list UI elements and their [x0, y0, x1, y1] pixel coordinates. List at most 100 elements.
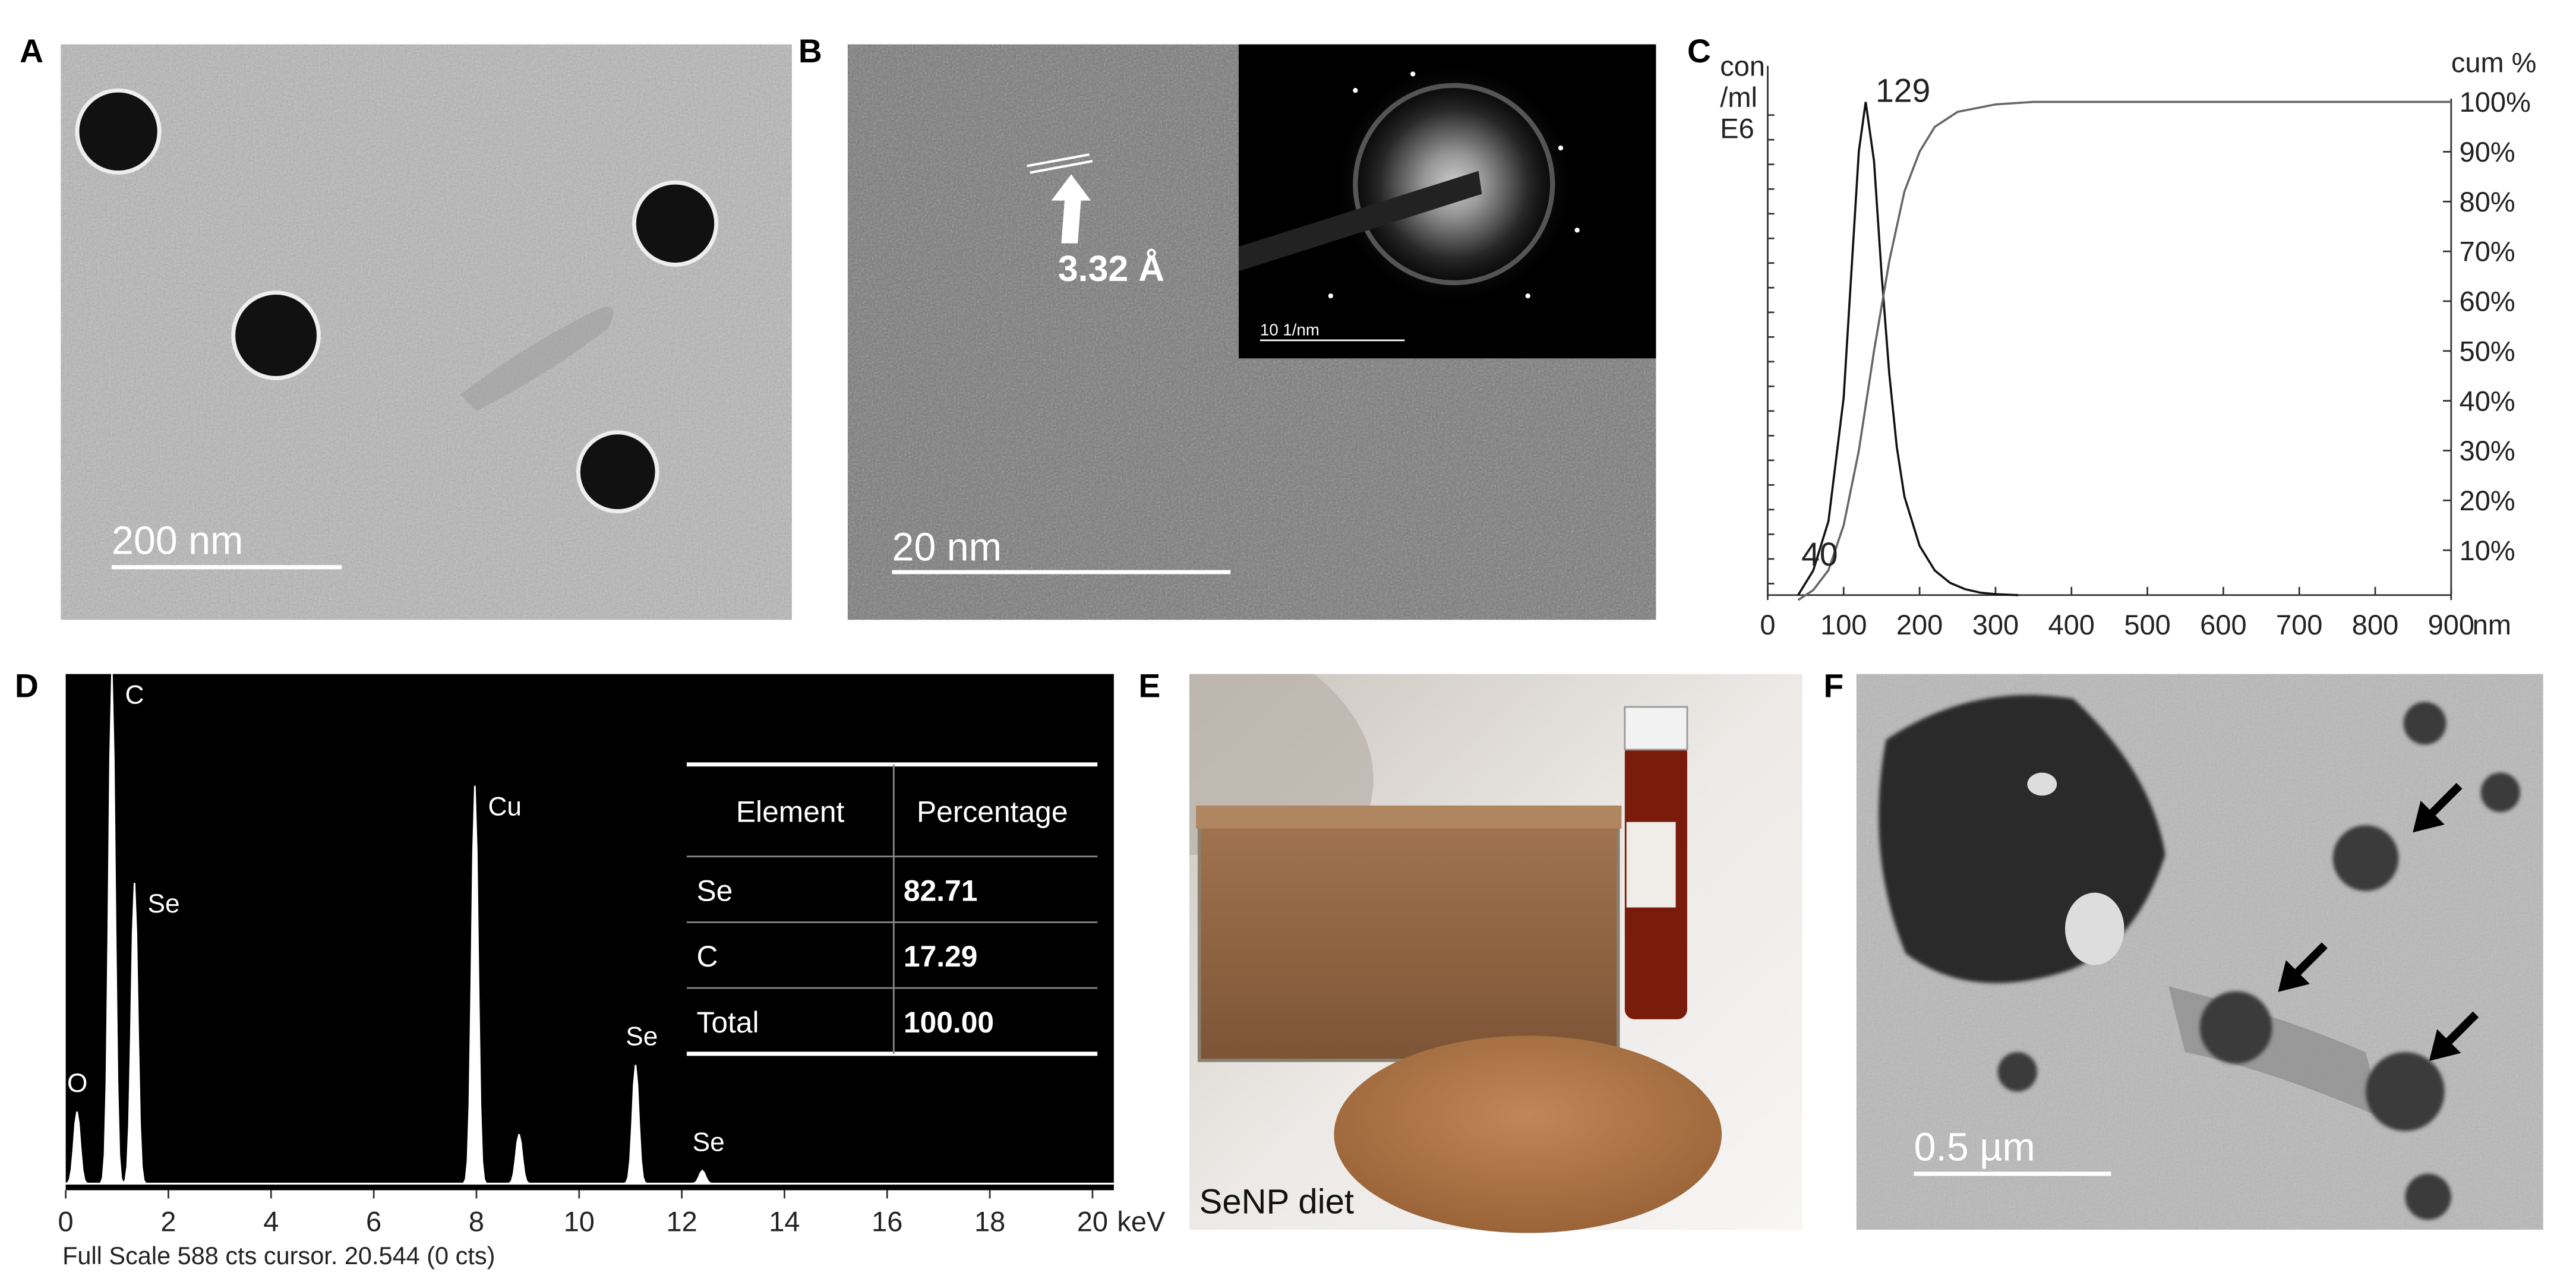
x-tick-label: 8	[469, 1206, 484, 1237]
powder-pile	[1334, 1035, 1722, 1233]
y-axis-label: con	[1720, 50, 1765, 81]
table-cell: 82.71	[904, 874, 978, 907]
debris	[460, 307, 614, 411]
peak-label: Cu	[488, 792, 522, 822]
powder-top	[1196, 806, 1622, 829]
peak	[99, 674, 125, 1184]
data-line	[1797, 102, 2019, 596]
x-tick-label: 0	[58, 1206, 74, 1237]
table-cell: 100.00	[904, 1006, 994, 1039]
peak-label: O	[67, 1069, 87, 1098]
panel-letter: E	[1138, 667, 1160, 704]
y2-tick-label: 30%	[2460, 435, 2515, 466]
panel-a: 200 nm A	[20, 33, 792, 620]
y2-tick-label: 90%	[2460, 136, 2515, 168]
peak	[507, 1134, 531, 1185]
scale-label: 200 nm	[112, 519, 243, 563]
ring	[1353, 83, 1555, 286]
panel-letter: C	[1687, 33, 1711, 70]
peak-label: C	[125, 680, 144, 709]
nanoparticles	[1997, 702, 2520, 1220]
y2-tick-label: 50%	[2460, 335, 2515, 367]
panel-letter: B	[798, 33, 822, 70]
annotation: 129	[1876, 72, 1930, 109]
peak	[462, 785, 488, 1184]
x-tick-label: 700	[2276, 609, 2322, 640]
x-axis-label: keV	[1117, 1206, 1166, 1237]
x-tick-label: 800	[2352, 609, 2398, 640]
beam-stop	[1239, 170, 1482, 271]
vesicle	[2027, 772, 2057, 796]
inset-scale-label: 10 1/nm	[1260, 321, 1319, 339]
noise	[61, 44, 792, 620]
scale-label: 20 nm	[892, 526, 1002, 570]
annotation: 40	[1801, 536, 1838, 573]
x-tick-label: 200	[1896, 609, 1943, 640]
vesicle	[2064, 892, 2124, 965]
footer: Full Scale 588 cts cursor. 20.544 (0 cts…	[62, 1242, 495, 1269]
x-tick-label: 0	[1760, 609, 1775, 640]
x-tick-label: 400	[2048, 609, 2095, 640]
x-tick-label: 500	[2124, 609, 2170, 640]
peak	[621, 1065, 650, 1185]
y2-tick-label: 70%	[2460, 236, 2515, 267]
spots	[1328, 71, 1580, 299]
caption: SeNP diet	[1199, 1182, 1354, 1221]
x-tick-label: 100	[1820, 609, 1867, 640]
panel-letter: A	[20, 33, 43, 70]
x-tick-label: 900	[2428, 609, 2474, 640]
x-tick-label: 600	[2200, 609, 2246, 640]
panel-letter: D	[15, 667, 39, 704]
panel-b: 10 1/nm 3.32 Å 20 nm B	[798, 33, 1656, 620]
table-cell: Total	[696, 1006, 759, 1039]
y2-tick-label: 80%	[2460, 186, 2515, 217]
x-tick-label: 20	[1077, 1206, 1108, 1237]
bottle-label	[1626, 822, 1676, 908]
table-cell: C	[696, 940, 718, 973]
y-axis-label: /ml	[1720, 81, 1757, 113]
data-line	[1797, 100, 2451, 601]
table-header: Percentage	[917, 795, 1068, 829]
panel-f: 0.5 µm F	[1823, 667, 2543, 1230]
x-tick-label: 14	[769, 1206, 800, 1237]
y2-tick-label: 40%	[2460, 385, 2515, 416]
arrow	[1051, 174, 1091, 244]
arrows	[2278, 782, 2479, 1061]
y2-tick-label: 20%	[2460, 485, 2515, 516]
scale-label: 0.5 µm	[1914, 1126, 2035, 1170]
x-axis-label: nm	[2473, 609, 2511, 640]
spacing-label: 3.32 Å	[1058, 248, 1164, 289]
panel-e: SeNP diet E	[1138, 667, 1802, 1233]
y2-tick-label: 100%	[2460, 86, 2531, 118]
peak-label: Se	[148, 889, 180, 918]
panel-d: D Full Scale 588 cts cursor. 20.544 (0 c…	[15, 667, 1166, 1269]
lattice-line	[1026, 153, 1090, 168]
y-axis-label: E6	[1720, 112, 1754, 144]
peak-label: Se	[693, 1128, 725, 1157]
container	[1197, 812, 1620, 1062]
table-header: Element	[736, 795, 845, 829]
table-cell: Se	[696, 874, 733, 907]
table-cell: 17.29	[904, 940, 978, 973]
x-tick-label: 12	[666, 1206, 697, 1237]
x-tick-label: 10	[564, 1206, 595, 1237]
lattice-line	[1030, 160, 1093, 174]
peak	[691, 1169, 714, 1185]
peak	[65, 1111, 89, 1185]
panel-letter: F	[1823, 667, 1843, 704]
y2-axis-label: cum %	[2451, 47, 2537, 78]
y2-tick-label: 10%	[2460, 535, 2515, 566]
particles	[75, 88, 719, 514]
x-tick-label: 16	[872, 1206, 902, 1237]
x-tick-label: 18	[974, 1206, 1005, 1237]
peak-label: Se	[626, 1022, 658, 1051]
x-tick-label: 4	[263, 1206, 279, 1237]
y2-tick-label: 60%	[2460, 286, 2515, 317]
x-tick-label: 2	[160, 1206, 176, 1237]
bottle-cap	[1624, 706, 1688, 751]
spectrum-background	[65, 674, 1114, 1190]
x-tick-label: 6	[366, 1206, 381, 1237]
